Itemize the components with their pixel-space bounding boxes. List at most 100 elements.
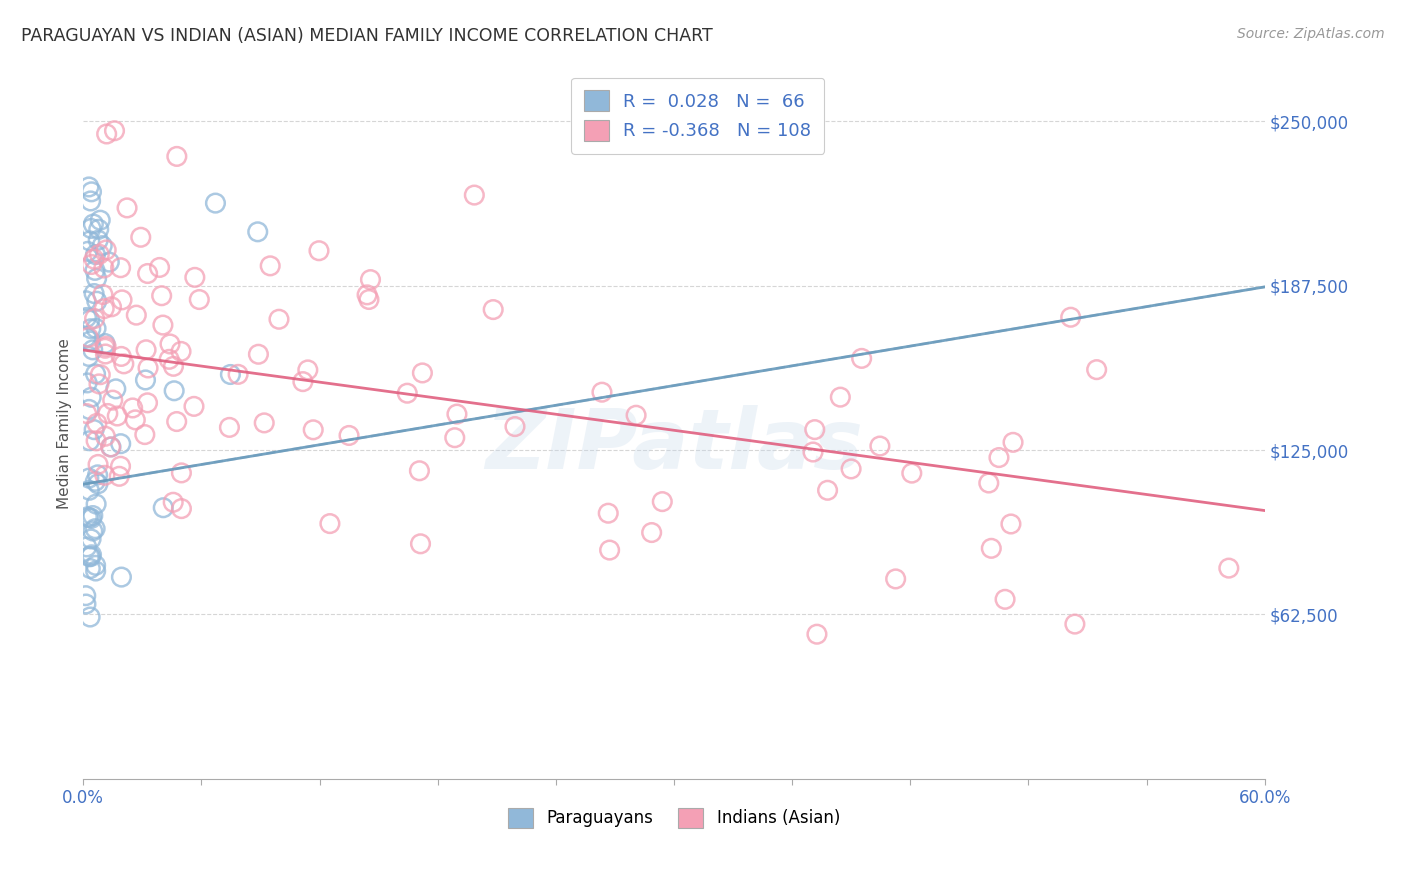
Point: [115, 201, 138, 215]
Point: [87, 222, 110, 236]
Point: [396, 386, 419, 401]
Point: [76, 509, 98, 524]
Point: [136, 396, 159, 410]
Point: [96, 243, 118, 257]
Point: [136, 361, 159, 376]
Point: [86, 294, 108, 309]
Point: [134, 373, 156, 387]
Point: [1085, 362, 1108, 376]
Point: [100, 440, 122, 454]
Point: [83, 252, 105, 267]
Point: [150, 289, 173, 303]
Point: [86, 467, 108, 482]
Point: [89, 213, 111, 227]
Text: PARAGUAYAN VS INDIAN (ASIAN) MEDIAN FAMILY INCOME CORRELATION CHART: PARAGUAYAN VS INDIAN (ASIAN) MEDIAN FAMI…: [21, 27, 713, 45]
Point: [443, 431, 465, 445]
Point: [94, 347, 117, 361]
Point: [80, 322, 103, 336]
Point: [84, 475, 107, 489]
Point: [170, 466, 193, 480]
Point: [110, 459, 132, 474]
Point: [869, 439, 891, 453]
Point: [1002, 435, 1025, 450]
Point: [105, 409, 128, 423]
Point: [135, 343, 157, 357]
Point: [96, 127, 118, 141]
Point: [75, 597, 97, 611]
Point: [103, 124, 125, 138]
Point: [159, 337, 181, 351]
Point: [76, 376, 98, 390]
Point: [82, 217, 104, 231]
Point: [1060, 310, 1083, 325]
Point: [84, 497, 107, 511]
Point: [94, 429, 117, 443]
Point: [1000, 516, 1022, 531]
Point: [267, 312, 290, 326]
Point: [599, 543, 621, 558]
Point: [360, 272, 382, 286]
Point: [89, 247, 111, 261]
Point: [851, 351, 873, 366]
Point: [100, 440, 122, 454]
Point: [817, 483, 839, 498]
Point: [87, 476, 110, 491]
Point: [356, 288, 378, 302]
Point: [104, 382, 127, 396]
Point: [76, 407, 98, 421]
Point: [77, 402, 100, 417]
Point: [82, 508, 104, 523]
Point: [79, 434, 101, 448]
Point: [76, 540, 98, 554]
Point: [188, 293, 211, 307]
Point: [93, 301, 115, 316]
Point: [598, 506, 620, 520]
Point: [166, 415, 188, 429]
Point: [77, 471, 100, 485]
Point: [110, 260, 132, 275]
Point: [124, 413, 146, 427]
Point: [170, 344, 193, 359]
Point: [80, 258, 103, 272]
Point: [134, 427, 156, 442]
Text: ZIPatlas: ZIPatlas: [485, 405, 863, 485]
Point: [411, 366, 433, 380]
Point: [246, 225, 269, 239]
Point: [108, 469, 131, 483]
Point: [482, 302, 505, 317]
Point: [806, 627, 828, 641]
Point: [129, 230, 152, 244]
Point: [79, 483, 101, 498]
Point: [803, 423, 825, 437]
Point: [93, 260, 115, 275]
Point: [80, 511, 103, 525]
Point: [204, 196, 226, 211]
Point: [219, 368, 242, 382]
Point: [980, 541, 1002, 556]
Point: [84, 434, 107, 448]
Point: [80, 221, 103, 235]
Point: [136, 267, 159, 281]
Point: [162, 495, 184, 509]
Point: [84, 522, 107, 536]
Point: [87, 376, 110, 391]
Point: [162, 359, 184, 374]
Point: [152, 500, 174, 515]
Point: [84, 247, 107, 261]
Point: [75, 310, 97, 325]
Point: [97, 407, 120, 421]
Point: [75, 293, 97, 308]
Point: [591, 385, 613, 400]
Point: [337, 428, 360, 442]
Point: [157, 352, 180, 367]
Point: [901, 466, 924, 480]
Point: [79, 610, 101, 624]
Point: [297, 363, 319, 377]
Legend: Paraguayans, Indians (Asian): Paraguayans, Indians (Asian): [502, 801, 846, 835]
Point: [112, 357, 135, 371]
Point: [302, 423, 325, 437]
Point: [79, 313, 101, 327]
Point: [408, 464, 430, 478]
Point: [87, 458, 110, 472]
Point: [79, 561, 101, 575]
